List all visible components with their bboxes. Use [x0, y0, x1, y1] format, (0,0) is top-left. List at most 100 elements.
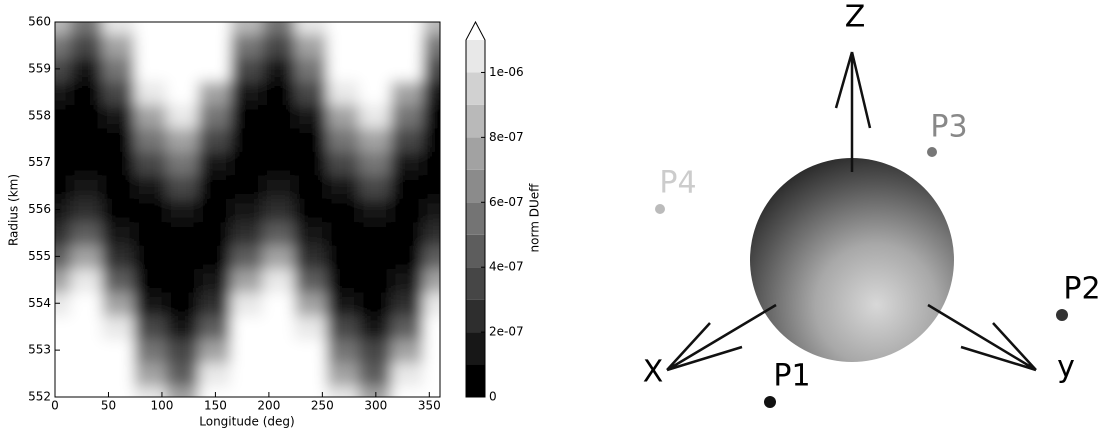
- contour-cell: [294, 56, 329, 82]
- contour-cell: [326, 22, 361, 35]
- colorbar-band: [466, 137, 485, 170]
- contour-cell: [422, 360, 440, 387]
- contour-cell: [198, 149, 233, 176]
- contour-cell: [390, 103, 425, 129]
- contour-cell: [422, 267, 440, 293]
- point: [927, 147, 937, 157]
- contour-cell: [70, 290, 105, 316]
- contour-cell: [70, 220, 105, 246]
- contour-cell: [166, 243, 201, 270]
- contour-cell: [198, 220, 233, 246]
- contour-cell: [262, 220, 297, 246]
- contour-cell: [422, 290, 440, 316]
- contour-cell: [358, 267, 393, 293]
- contour-cell: [102, 79, 137, 106]
- contour-cell: [134, 173, 169, 199]
- contour-cell: [166, 220, 201, 246]
- contour-cell: [262, 290, 297, 316]
- colorbar-band: [466, 202, 485, 235]
- colorbar-band: [466, 169, 485, 203]
- contour-cell: [230, 103, 265, 129]
- contour-cell: [326, 56, 361, 82]
- contour-cell: [230, 337, 265, 363]
- contour-cell: [262, 103, 297, 129]
- contour-cell: [294, 267, 329, 293]
- contour-cell: [230, 313, 265, 340]
- contour-cell: [70, 384, 105, 397]
- contour-cell: [198, 384, 233, 397]
- contour-cell: [422, 103, 440, 129]
- contour-cell: [422, 384, 440, 397]
- y-tick-label: 555: [28, 249, 51, 263]
- contour-cell: [102, 149, 137, 176]
- contour-cell: [230, 126, 265, 152]
- colorbar-band: [466, 104, 485, 138]
- contour-cell: [358, 337, 393, 363]
- contour-cell: [358, 56, 393, 82]
- colorbar-band: [466, 332, 485, 365]
- contour-cell: [358, 313, 393, 340]
- contour-cell: [326, 173, 361, 199]
- axis-label: Z: [845, 0, 866, 35]
- x-arrow: [666, 303, 777, 372]
- contour-cell: [134, 220, 169, 246]
- contour-cell: [134, 32, 169, 59]
- contour-cell: [198, 360, 233, 387]
- colorbar-band: [466, 234, 485, 268]
- contour-cell: [390, 243, 425, 270]
- contour-cell: [294, 360, 329, 387]
- colorbar-band: [466, 40, 485, 73]
- contour-cell: [326, 384, 361, 397]
- contour-cell: [390, 337, 425, 363]
- contour-cell: [262, 22, 297, 35]
- contour-cell: [294, 22, 329, 35]
- contour-cell: [358, 173, 393, 199]
- x-tick-label: 100: [150, 399, 173, 413]
- contour-cell: [326, 103, 361, 129]
- contour-cell: [198, 243, 233, 270]
- axes: 0 50 100 150 200 250 300 350 552 553 554 555 556 557 5…: [28, 15, 524, 413]
- contour-cell: [166, 56, 201, 82]
- contour-cell: [358, 22, 393, 35]
- contour-cell: [70, 173, 105, 199]
- contour-cell: [198, 173, 233, 199]
- contour-cell: [70, 126, 105, 152]
- contour-cell: [70, 56, 105, 82]
- colorbar-tick-label: 8e-07: [489, 130, 524, 144]
- colorbar-band: [466, 364, 485, 397]
- contour-cell: [390, 32, 425, 59]
- contour-cell: [166, 290, 201, 316]
- contour-cell: [358, 103, 393, 129]
- contour-cell: [230, 290, 265, 316]
- contour-cell: [70, 337, 105, 363]
- contour-cell: [422, 149, 440, 176]
- contour-cell: [358, 290, 393, 316]
- contour-cell: [326, 243, 361, 270]
- contour-cell: [55, 103, 73, 129]
- contour-cell: [102, 173, 137, 199]
- contour-cell: [262, 337, 297, 363]
- contour-cell: [294, 290, 329, 316]
- contour-cell: [262, 126, 297, 152]
- contour-cell: [198, 22, 233, 35]
- contour-cell: [166, 337, 201, 363]
- contour-cell: [230, 360, 265, 387]
- y-tick-label: 556: [28, 202, 51, 216]
- contour-cell: [390, 79, 425, 106]
- diagram: Z X y P1 P2 P3 P4: [643, 0, 1101, 408]
- colorbar-tick-label: 1e-06: [489, 65, 524, 79]
- contour-cell: [358, 360, 393, 387]
- contour-cell: [134, 126, 169, 152]
- contour-cell: [422, 313, 440, 340]
- contour-cell: [166, 173, 201, 199]
- contour-cell: [422, 243, 440, 270]
- point: [1056, 309, 1068, 321]
- contour-cell: [134, 79, 169, 106]
- contour-cell: [102, 103, 137, 129]
- contour-cell: [70, 243, 105, 270]
- point-label: P1: [773, 359, 810, 394]
- contour-cell: [198, 103, 233, 129]
- contour-cell: [198, 56, 233, 82]
- contour-cell: [390, 149, 425, 176]
- y-tick-label: 560: [28, 15, 51, 29]
